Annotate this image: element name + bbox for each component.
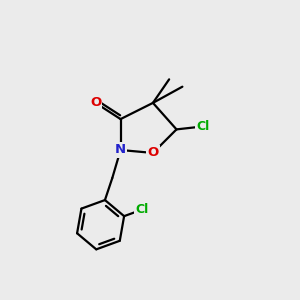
Text: Cl: Cl	[136, 203, 149, 216]
Text: Cl: Cl	[196, 120, 210, 133]
Text: N: N	[115, 143, 126, 157]
Text: O: O	[90, 96, 101, 110]
Text: O: O	[147, 146, 159, 159]
